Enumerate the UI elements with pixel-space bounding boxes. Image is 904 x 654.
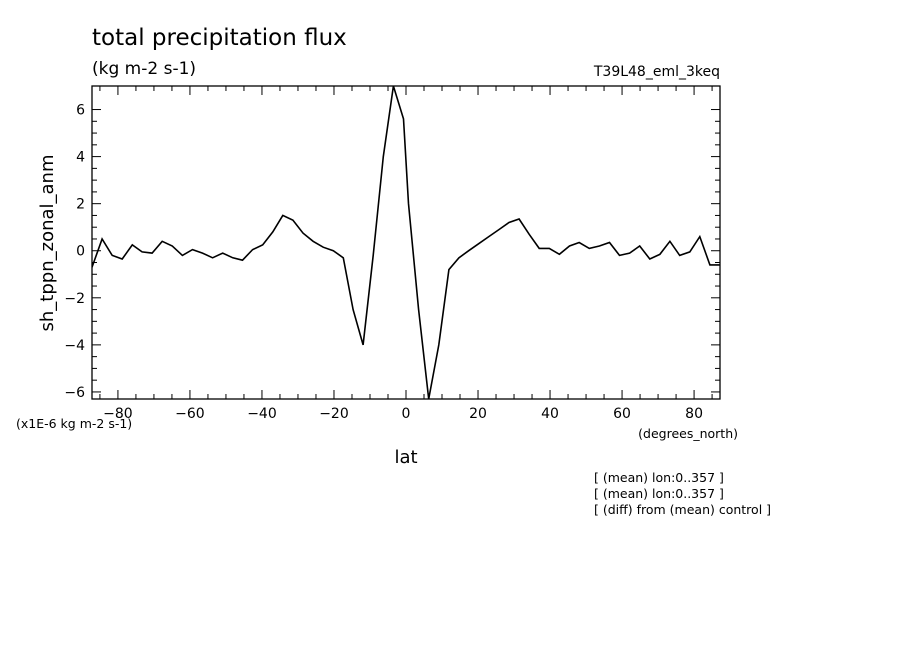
x-tick-label: −20: [319, 406, 349, 422]
note-line-1: [ (mean) lon:0..357 ]: [594, 470, 724, 485]
x-tick-label: 0: [402, 406, 411, 422]
x-tick-label: 60: [613, 406, 631, 422]
note-line-3: [ (diff) from (mean) control ]: [594, 502, 771, 517]
y-tick-label: −2: [64, 291, 85, 307]
plot-frame: [91, 85, 721, 400]
y-tick-label: −4: [64, 338, 85, 354]
y-axis-label: sh_tppn_zonal_anm: [37, 155, 58, 332]
run-label: T39L48_eml_3keq: [593, 64, 720, 80]
chart-title: total precipitation flux: [92, 25, 347, 51]
y-tick-label: −6: [64, 385, 85, 401]
x-axis-label: lat: [394, 447, 417, 468]
y-tick-label: 4: [76, 150, 85, 166]
x-tick-label: −80: [103, 406, 133, 422]
x-tick-label: 20: [469, 406, 487, 422]
x-tick-label: 40: [541, 406, 559, 422]
series-line-0: [92, 86, 720, 399]
chart-units: (kg m-2 s-1): [92, 59, 196, 79]
y-tick-label: 0: [76, 244, 85, 260]
y-scale-note: (x1E-6 kg m-2 s-1): [16, 416, 132, 431]
x-axis-units: (degrees_north): [638, 426, 738, 441]
y-tick-label: 2: [76, 197, 85, 213]
x-tick-label: 80: [685, 406, 703, 422]
x-tick-label: −40: [247, 406, 277, 422]
note-line-2: [ (mean) lon:0..357 ]: [594, 486, 724, 501]
x-tick-label: −60: [175, 406, 205, 422]
y-tick-label: 6: [76, 103, 85, 119]
